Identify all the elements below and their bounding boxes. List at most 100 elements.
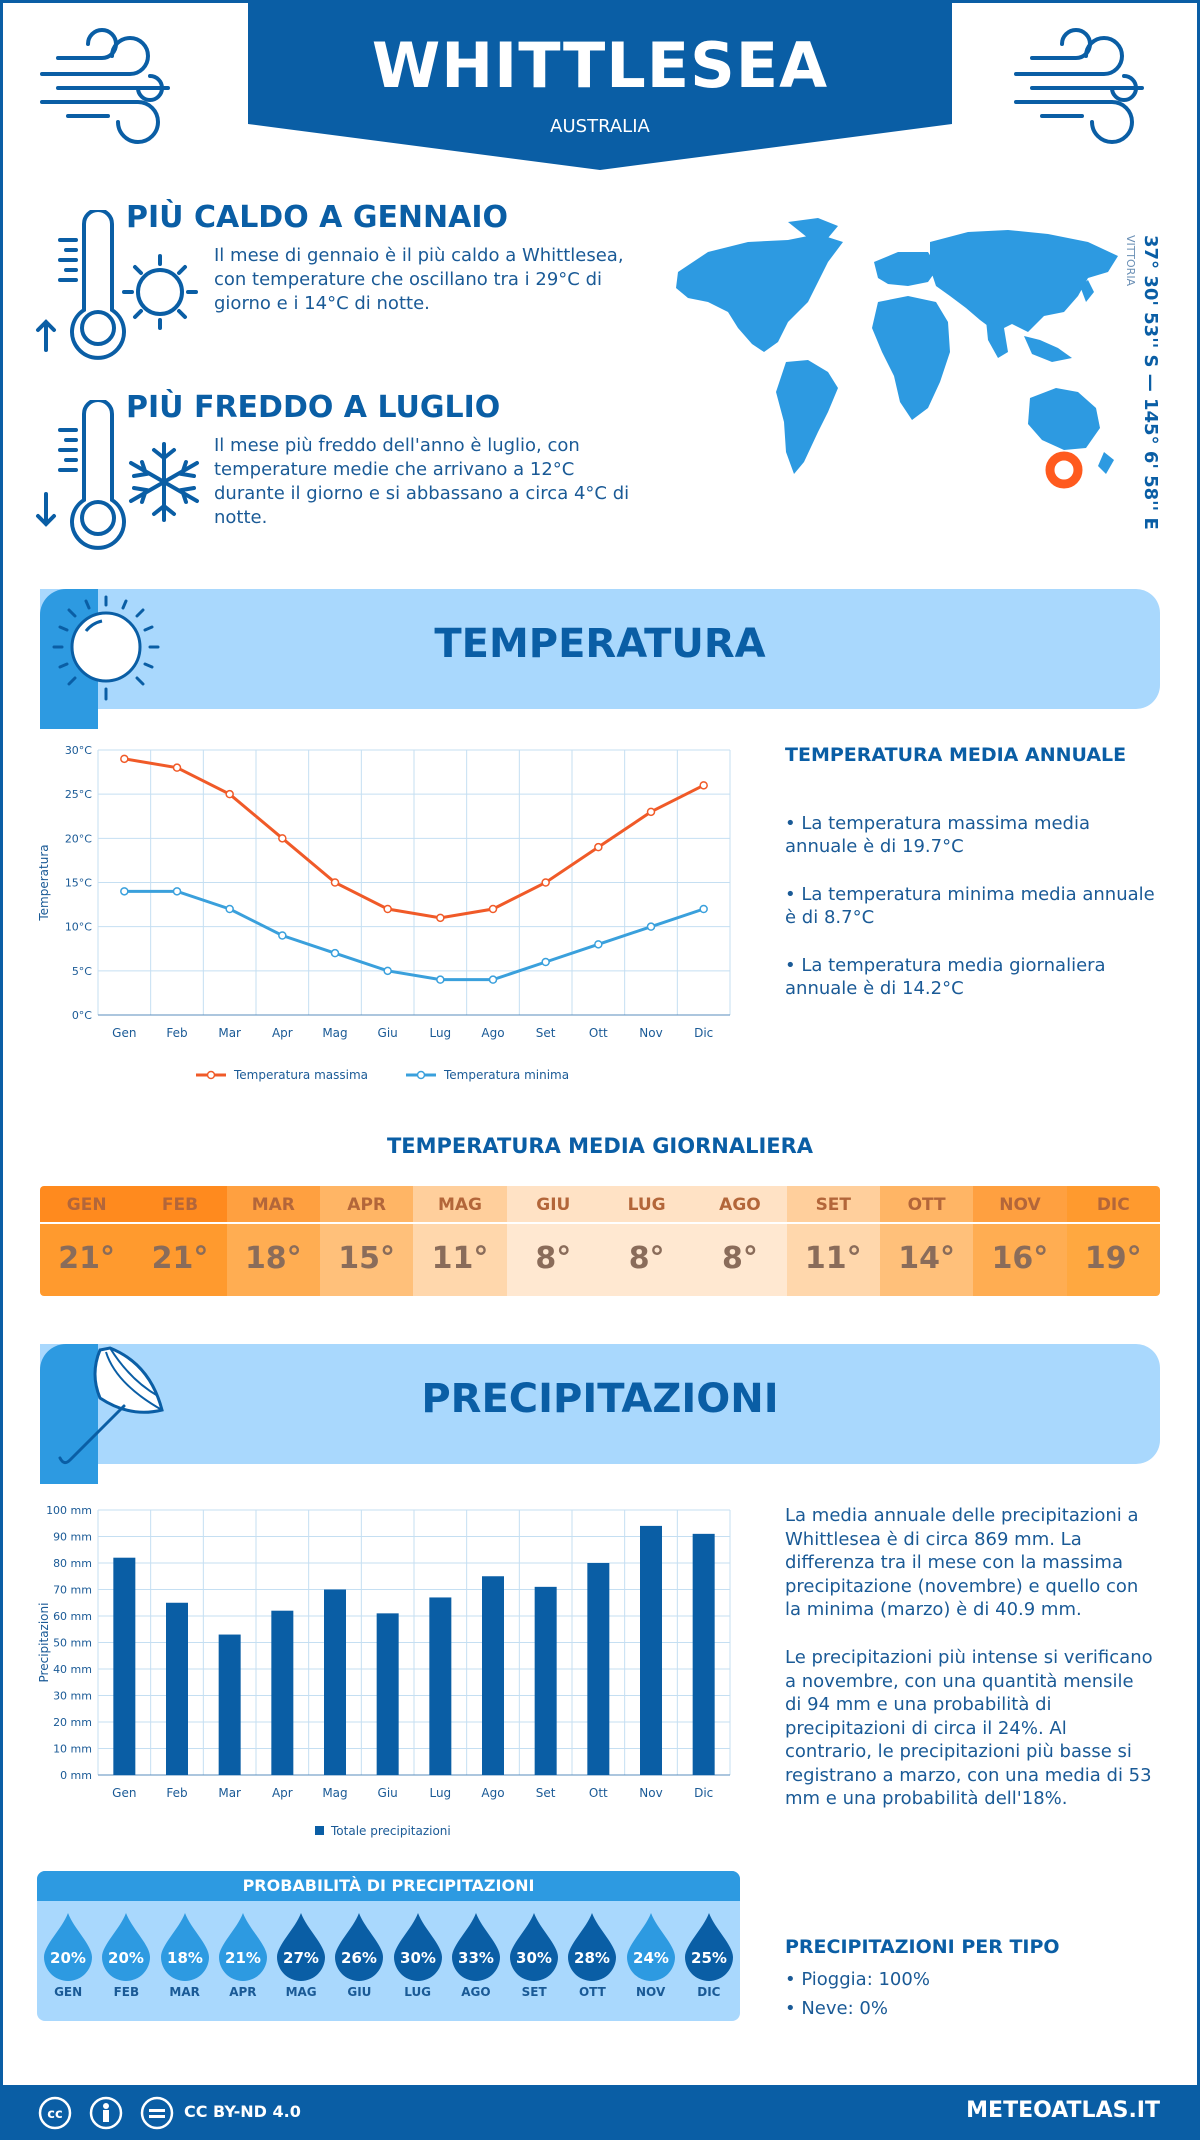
x-tick-label: Mar xyxy=(218,1026,241,1040)
data-point xyxy=(594,842,603,852)
probability-drop: 25% DIC xyxy=(680,1901,738,1999)
probability-value: 30% xyxy=(400,1949,436,1967)
x-tick-label: Ago xyxy=(481,1786,504,1800)
x-tick-label: Nov xyxy=(639,1786,662,1800)
y-tick-label: 0 mm xyxy=(60,1769,92,1782)
month-label: DIC xyxy=(697,1985,721,1999)
series-line-min xyxy=(124,889,705,982)
bar xyxy=(324,1589,346,1775)
data-point xyxy=(172,763,182,772)
month-label: GEN xyxy=(54,1985,83,1999)
site-link[interactable]: METEOATLAS.IT xyxy=(966,2098,1160,2123)
region-label: VITTORIA xyxy=(1124,235,1137,287)
x-tick-label: Gen xyxy=(112,1026,136,1040)
x-tick-label: Set xyxy=(536,1026,556,1040)
precipitation-title: PRECIPITAZIONI xyxy=(421,1376,779,1422)
probability-value: 27% xyxy=(283,1949,319,1967)
month-label: MAR xyxy=(169,1985,200,1999)
y-tick-label: 100 mm xyxy=(46,1504,92,1517)
month-label: DIC xyxy=(1066,1186,1160,1224)
daily-temp-cell: GEN 21° xyxy=(40,1186,134,1296)
x-tick-label: Ago xyxy=(481,1026,504,1040)
month-label: SET xyxy=(786,1186,880,1224)
raindrop-icon: 30% xyxy=(393,1913,442,1981)
data-point xyxy=(541,878,550,887)
raindrop-icon: 25% xyxy=(684,1913,733,1981)
data-point xyxy=(699,781,708,790)
month-label: FEB xyxy=(133,1186,227,1224)
probability-drop: 27% MAG xyxy=(272,1901,330,1999)
probability-value: 20% xyxy=(50,1949,86,1967)
temperature-chart: 0°C 5°C 10°C 15°C 20°C 25°C 30°C Gen Feb Mar Apr Ma… xyxy=(37,744,731,1082)
license-label: CC BY-ND 4.0 xyxy=(184,2102,301,2121)
bar xyxy=(271,1610,294,1775)
month-label: OTT xyxy=(879,1186,974,1224)
y-tick-label: 10°C xyxy=(65,921,92,934)
x-tick-label: Lug xyxy=(429,1786,451,1800)
data-point xyxy=(383,904,392,914)
month-label: LUG xyxy=(599,1186,694,1224)
probability-value: 20% xyxy=(108,1949,144,1967)
daily-temp-cell: SET 11° xyxy=(786,1186,880,1296)
data-point xyxy=(278,931,287,940)
precip-summary-text: La media annuale delle precipitazioni a … xyxy=(785,1505,1139,1620)
data-point xyxy=(330,878,340,887)
wind-icon xyxy=(1014,28,1144,144)
wind-icon xyxy=(40,28,170,144)
y-axis-label: Temperatura xyxy=(37,844,51,921)
probability-value: 24% xyxy=(633,1949,669,1967)
x-tick-label: Set xyxy=(536,1786,556,1800)
raindrop-icon: 20% xyxy=(102,1913,151,1981)
bar xyxy=(166,1602,188,1775)
temp-value: 11° xyxy=(413,1224,507,1296)
x-tick-label: Lug xyxy=(429,1026,451,1040)
raindrop-icon: 26% xyxy=(335,1913,384,1981)
y-tick-label: 10 mm xyxy=(53,1743,92,1756)
precip-detail-text: Le precipitazioni più intense si verific… xyxy=(785,1647,1153,1809)
coldest-title: PIÙ FREDDO A LUGLIO xyxy=(126,390,501,425)
hottest-text: Il mese di gennaio è il più caldo a Whit… xyxy=(214,245,624,314)
probability-value: 26% xyxy=(341,1949,377,1967)
data-point xyxy=(120,887,129,896)
data-point xyxy=(172,887,182,896)
y-tick-label: 20 mm xyxy=(53,1716,92,1729)
bar xyxy=(534,1586,557,1775)
legend-label: Temperatura minima xyxy=(443,1068,569,1082)
temperature-banner: TEMPERATURA xyxy=(40,589,1160,729)
month-label: NOV xyxy=(973,1186,1067,1224)
bar xyxy=(218,1634,241,1775)
temp-value: 16° xyxy=(973,1224,1067,1296)
raindrop-icon: 21% xyxy=(218,1913,267,1981)
data-point xyxy=(225,789,234,799)
month-label: MAR xyxy=(226,1186,320,1224)
temp-value: 8° xyxy=(506,1224,600,1296)
x-tick-label: Ott xyxy=(589,1026,608,1040)
month-label: GEN xyxy=(40,1186,134,1224)
annual-mean-bullet: • La temperatura media giornaliera annua… xyxy=(785,955,1106,999)
temp-value: 14° xyxy=(879,1224,974,1296)
y-tick-label: 70 mm xyxy=(53,1584,92,1597)
month-label: AGO xyxy=(461,1985,491,1999)
month-label: APR xyxy=(319,1186,414,1224)
data-point xyxy=(383,966,392,976)
month-label: OTT xyxy=(578,1985,606,1999)
probability-drop: 24% NOV xyxy=(622,1901,680,1999)
probability-drop: 20% FEB xyxy=(97,1901,155,1999)
annual-temp-title: TEMPERATURA MEDIA ANNUALE xyxy=(785,744,1127,766)
y-tick-label: 80 mm xyxy=(53,1557,92,1570)
legend-swatch xyxy=(315,1826,324,1835)
temp-value: 8° xyxy=(599,1224,694,1296)
data-point xyxy=(646,807,656,817)
daily-temp-cell: APR 15° xyxy=(319,1186,414,1296)
x-tick-label: Feb xyxy=(166,1026,187,1040)
data-point xyxy=(646,922,656,931)
series-line-max xyxy=(124,757,705,920)
temp-value: 18° xyxy=(226,1224,320,1296)
raindrop-icon: 27% xyxy=(277,1913,326,1981)
daily-temp-cell: DIC 19° xyxy=(1066,1186,1160,1296)
precipitation-chart: 0 mm 10 mm 20 mm 30 mm 40 mm 50 mm 60 mm 70 mm 8… xyxy=(37,1504,731,1838)
coordinates: 37° 30' 53'' S — 145° 6' 58'' E VITTORIA xyxy=(1124,235,1168,530)
y-tick-label: 15°C xyxy=(65,877,92,890)
probability-value: 33% xyxy=(458,1949,494,1967)
month-label: APR xyxy=(229,1985,257,1999)
